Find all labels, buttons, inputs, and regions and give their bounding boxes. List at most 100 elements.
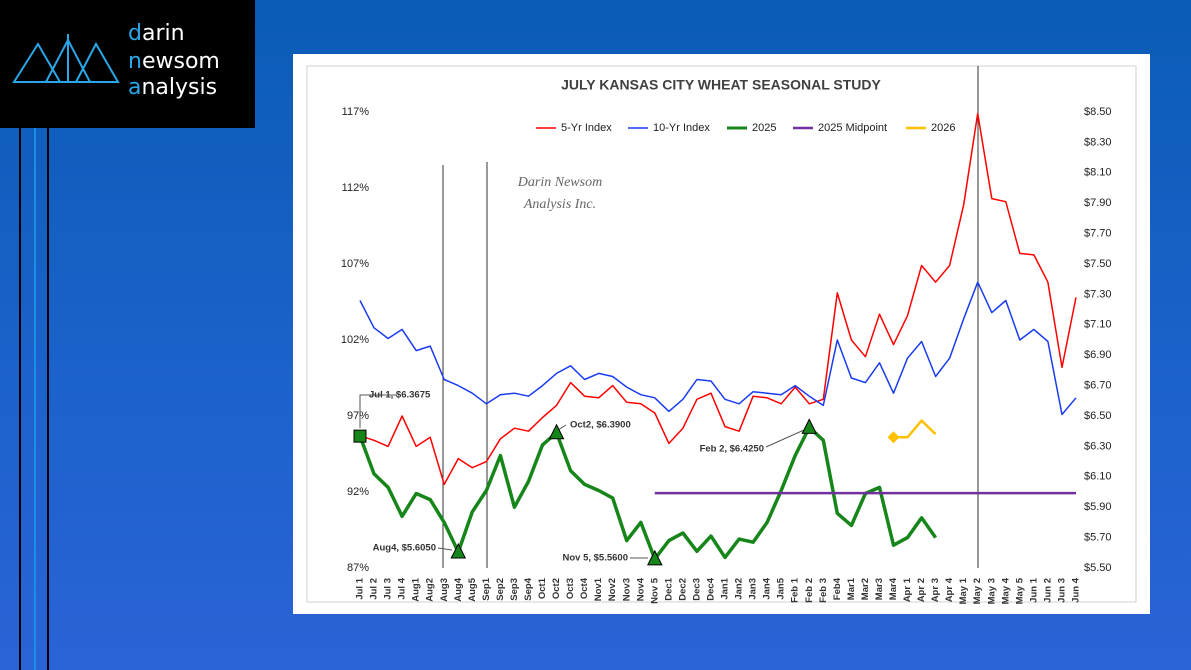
y2-tick-label: $8.10 — [1084, 167, 1112, 179]
x-tick-label: Jun 1 — [1028, 577, 1039, 603]
series-line — [893, 419, 937, 439]
x-tick-label: Dec2 — [677, 578, 688, 601]
x-tick-label: Jan3 — [748, 578, 759, 600]
plot-border — [306, 65, 1137, 603]
x-tick-label: Feb 1 — [790, 577, 801, 603]
x-tick-label: Aug1 — [411, 577, 422, 601]
series-line — [358, 425, 938, 561]
x-tick-label: Jan1 — [720, 577, 731, 599]
x-tick-label: Jun 2 — [1042, 578, 1053, 603]
x-tick-label: Aug2 — [425, 578, 436, 602]
marker-triangle — [450, 542, 467, 559]
leader-line — [359, 394, 397, 428]
x-tick-label: Oct2 — [551, 578, 562, 599]
y-tick-label: 97% — [347, 410, 369, 422]
annotation: Feb 2, $6.4250 — [700, 444, 764, 455]
x-tick-label: May 3 — [986, 578, 997, 604]
x-tick-label: Mar3 — [874, 578, 885, 600]
y2-tick-label: $5.50 — [1084, 562, 1112, 574]
x-tick-label: Nov3 — [621, 578, 632, 601]
x-tick-label: Mar4 — [888, 577, 899, 600]
x-tick-label: Nov4 — [635, 577, 646, 601]
x-tick-label: Apr 2 — [916, 578, 927, 602]
y2-tick-label: $8.30 — [1084, 136, 1112, 148]
watermark: Analysis Inc. — [523, 197, 596, 212]
x-tick-label: Apr 1 — [902, 577, 913, 602]
x-tick-label: Nov2 — [607, 578, 618, 601]
chart-title: JULY KANSAS CITY WHEAT SEASONAL STUDY — [561, 77, 881, 93]
x-tick-label: Dec4 — [705, 577, 716, 600]
y2-tick-label: $7.70 — [1084, 228, 1112, 240]
x-tick-label: Oct3 — [565, 578, 576, 599]
x-tick-label: Mar1 — [846, 577, 857, 600]
marker-triangle — [801, 418, 818, 434]
y2-tick-label: $7.10 — [1084, 319, 1112, 331]
y-tick-label: 107% — [341, 258, 369, 270]
x-tick-label: Nov 5 — [649, 577, 660, 604]
logo-text: analysis — [128, 75, 218, 100]
y-tick-label: 92% — [347, 486, 369, 498]
series-line — [359, 281, 1077, 416]
x-tick-label: May 2 — [972, 578, 983, 604]
annotation: Oct2, $6.3900 — [570, 420, 631, 431]
y2-tick-label: $8.50 — [1084, 106, 1112, 118]
x-tick-label: Jul 1 — [355, 577, 366, 599]
leader-line — [557, 424, 567, 431]
logo: darin newsom analysis — [0, 0, 255, 128]
x-tick-label: Jul 3 — [383, 578, 394, 600]
y2-tick-label: $5.70 — [1084, 532, 1112, 544]
y2-tick-label: $6.90 — [1084, 349, 1112, 361]
y-tick-label: 87% — [347, 562, 369, 574]
x-tick-label: Apr 4 — [944, 577, 955, 602]
logo-text: darin — [128, 21, 185, 46]
x-tick-label: May 4 — [1000, 577, 1011, 604]
y-tick-label: 112% — [342, 182, 370, 194]
x-tick-label: Aug4 — [453, 577, 464, 601]
marker-triangle — [548, 423, 565, 440]
marker-diamond — [887, 431, 900, 444]
y2-tick-label: $6.50 — [1084, 410, 1112, 422]
legend-label: 2025 — [752, 122, 776, 134]
annotation: Aug4, $5.6050 — [373, 543, 436, 554]
x-tick-label: May 5 — [1014, 577, 1025, 604]
x-tick-label: Jun 4 — [1071, 577, 1082, 603]
logo-text: newsom — [128, 49, 220, 74]
y2-tick-label: $7.90 — [1084, 197, 1112, 209]
chart-area — [293, 54, 1150, 614]
annotation: Jul 1, $6.3675 — [369, 390, 431, 401]
x-tick-label: Sep4 — [523, 577, 534, 600]
y2-tick-label: $5.90 — [1084, 501, 1112, 513]
x-tick-label: Dec3 — [691, 578, 702, 601]
x-tick-label: Jan4 — [762, 577, 773, 599]
x-tick-label: Feb4 — [832, 577, 843, 600]
x-tick-label: Aug3 — [439, 578, 450, 602]
y2-tick-label: $6.10 — [1084, 471, 1112, 483]
marker-triangle — [647, 549, 663, 566]
x-tick-label: Mar2 — [860, 578, 871, 600]
y2-tick-label: $6.30 — [1084, 440, 1112, 452]
x-tick-label: Feb 2 — [804, 578, 815, 603]
x-tick-label: Jul 2 — [369, 578, 380, 600]
logo-icon — [12, 34, 120, 83]
x-tick-label: Jul 4 — [397, 577, 408, 599]
annotation: Nov 5, $5.5600 — [563, 553, 629, 564]
watermark: Darin Newsom — [517, 175, 602, 190]
x-tick-label: Oct4 — [579, 577, 590, 599]
x-tick-label: Jun 3 — [1056, 578, 1067, 603]
leader-line — [765, 429, 805, 448]
x-tick-label: Apr 3 — [930, 578, 941, 602]
x-tick-label: Oct1 — [537, 577, 548, 599]
y2-tick-label: $6.70 — [1084, 380, 1112, 392]
y-tick-label: 102% — [341, 334, 369, 346]
x-tick-label: Jan2 — [734, 578, 745, 600]
x-tick-label: Sep3 — [509, 578, 520, 601]
x-tick-label: Jan5 — [776, 577, 787, 599]
legend-label: 2025 Midpoint — [818, 122, 887, 134]
marker-square — [353, 429, 367, 443]
x-tick-label: Sep2 — [495, 578, 506, 601]
x-tick-label: May 1 — [958, 577, 969, 604]
y2-tick-label: $7.50 — [1084, 258, 1112, 270]
y2-tick-label: $7.30 — [1084, 288, 1112, 300]
y-tick-label: 117% — [342, 106, 370, 118]
legend-label: 5-Yr Index — [561, 122, 612, 134]
